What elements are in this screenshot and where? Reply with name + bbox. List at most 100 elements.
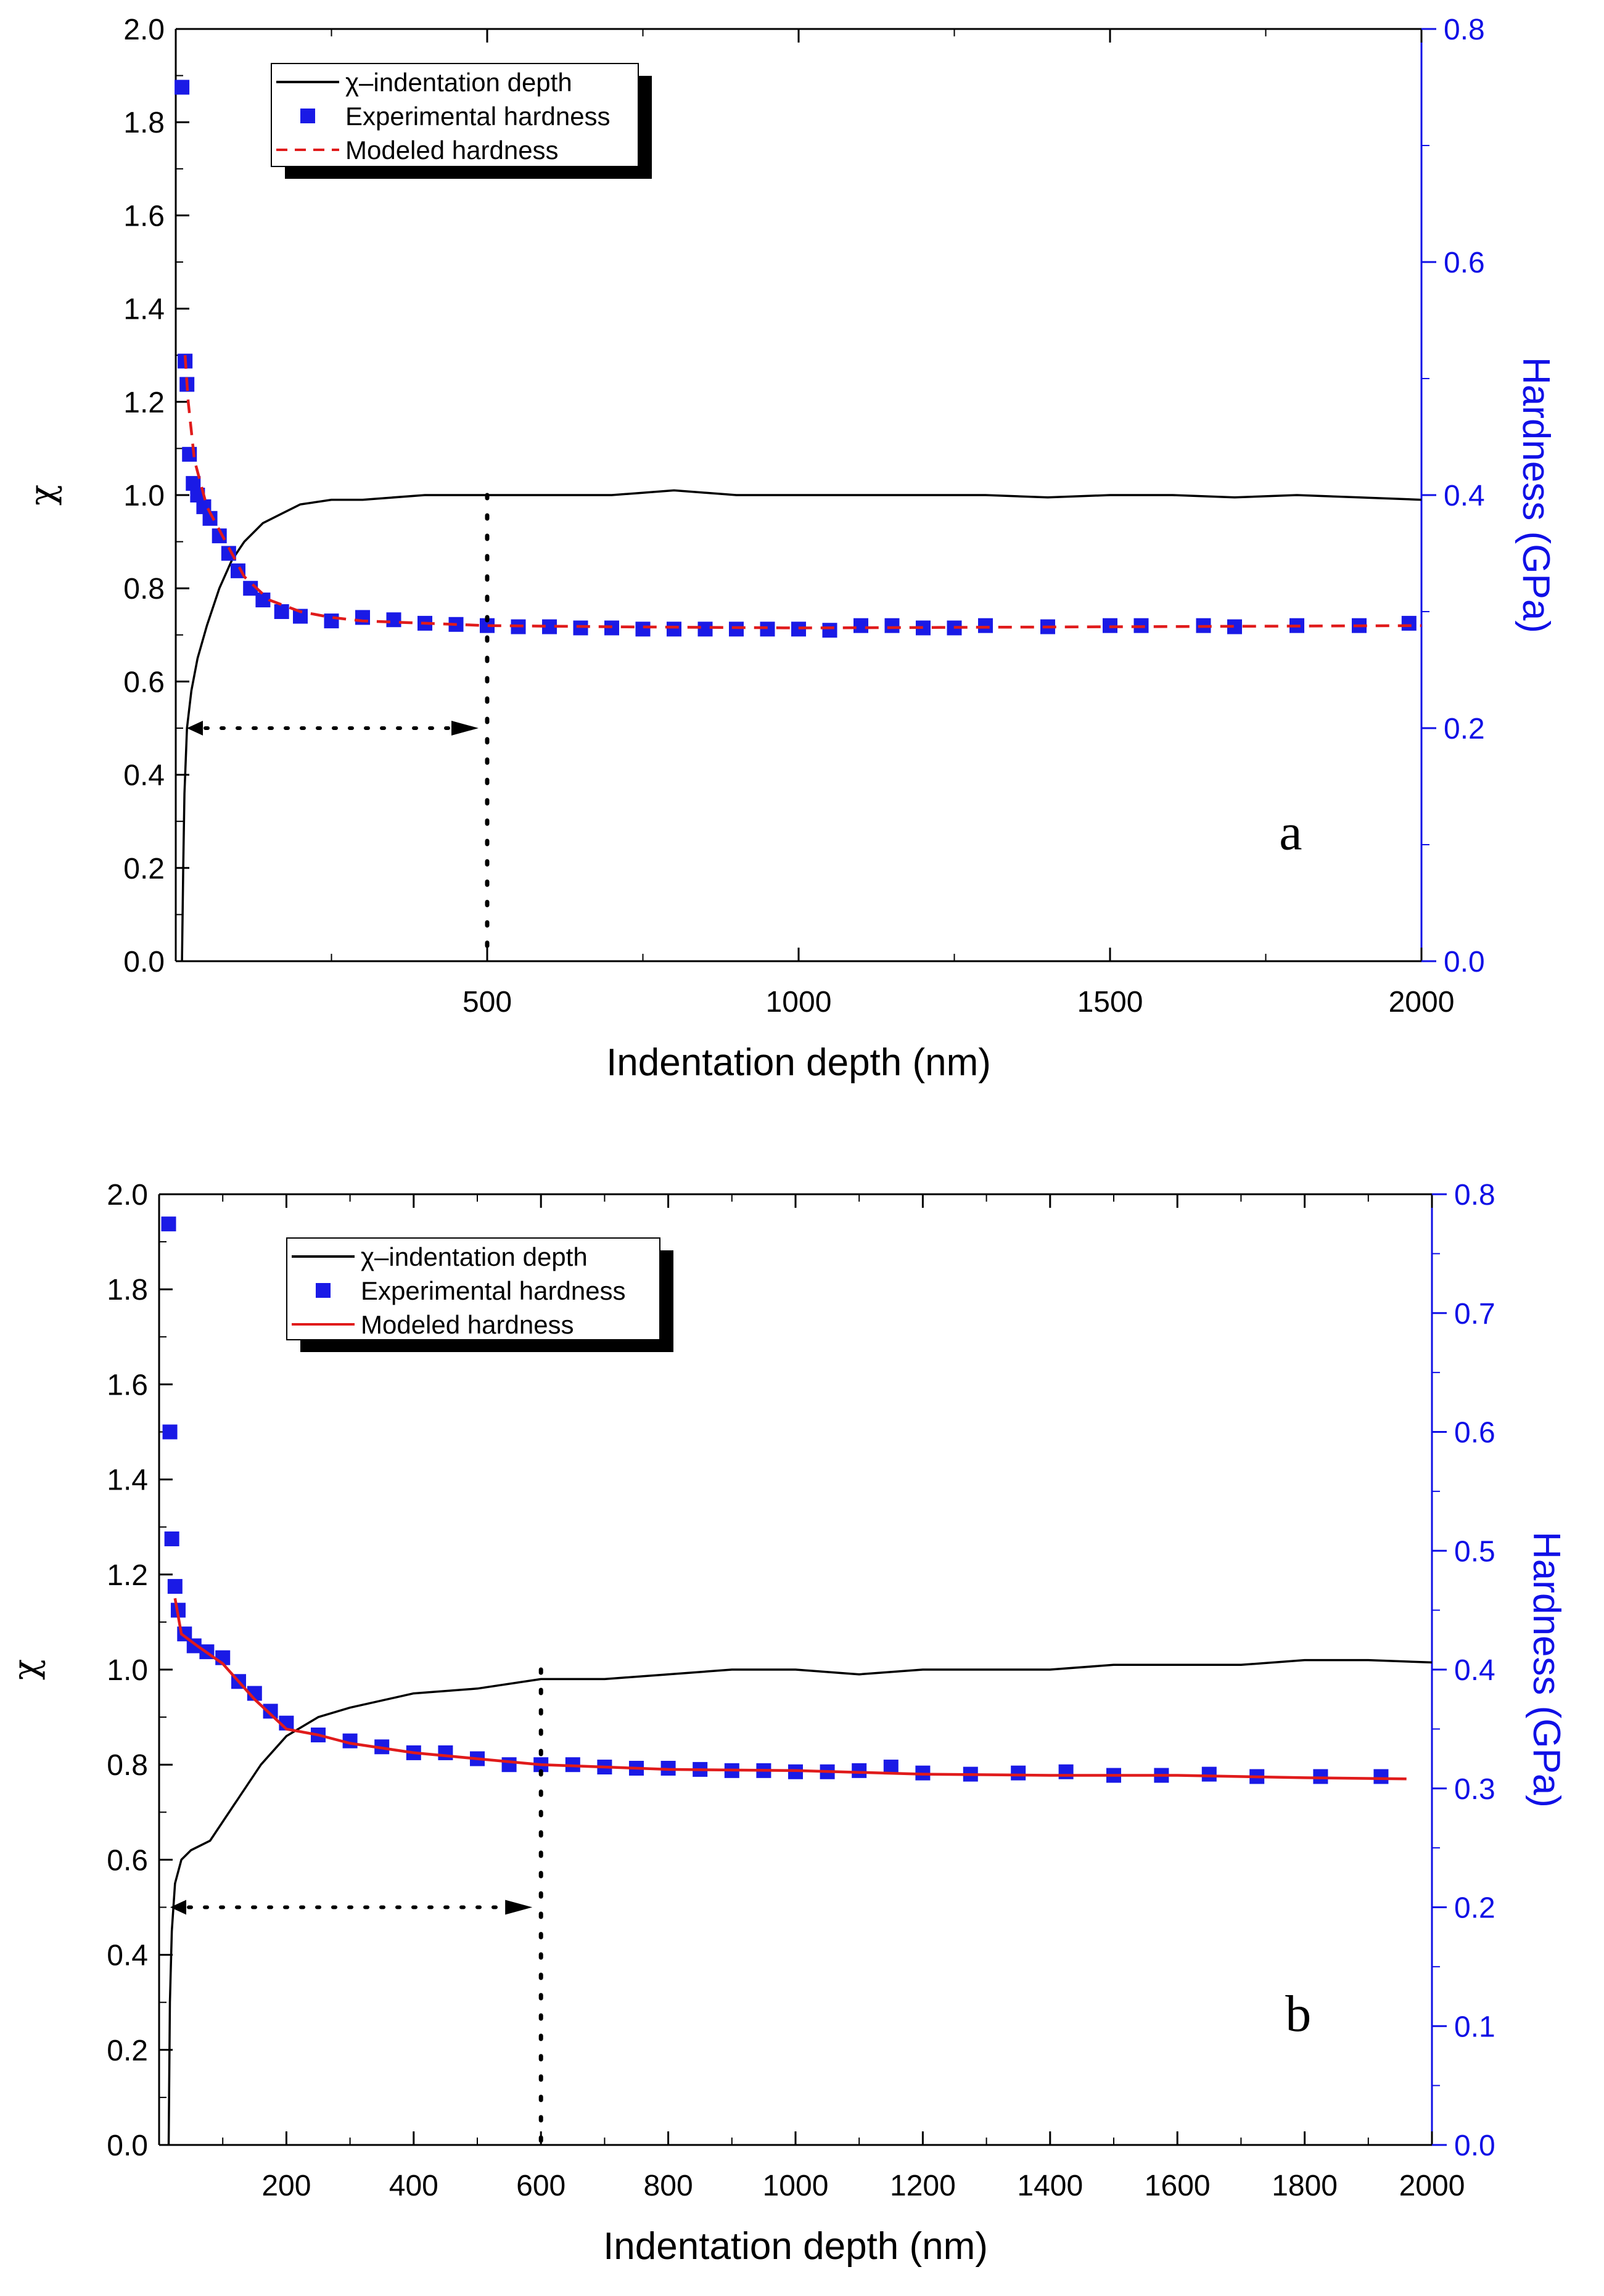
experimental-hardness-point <box>916 620 931 636</box>
x-tick-label: 600 <box>516 2170 566 2202</box>
y-right-tick-label: 0.4 <box>1454 1654 1495 1687</box>
y-left-tick-label: 1.4 <box>107 1464 148 1497</box>
experimental-hardness-point <box>852 1763 867 1778</box>
x-tick-label: 500 <box>463 986 512 1019</box>
y-left-tick-label: 0.6 <box>123 666 165 699</box>
panel-letter: b <box>1285 1985 1311 2043</box>
x-tick-label: 2000 <box>1399 2170 1465 2202</box>
chi-depth-line <box>167 1658 1433 2146</box>
legend-box <box>286 1237 660 1340</box>
experimental-hardness-point <box>164 1531 179 1546</box>
y-left-tick-label: 0.8 <box>107 1749 148 1782</box>
y-right-tick-label: 0.8 <box>1444 14 1485 46</box>
y-left-tick-label: 1.2 <box>123 387 165 419</box>
x-tick-label: 1000 <box>766 986 832 1019</box>
experimental-hardness-point <box>729 621 744 637</box>
modeled-hardness-line <box>173 1597 1407 1781</box>
y-right-tick-label: 0.2 <box>1444 713 1485 745</box>
y-left-tick-label: 1.0 <box>107 1654 148 1687</box>
experimental-hardness-point <box>1201 1766 1217 1782</box>
experimental-hardness-point <box>162 1424 178 1440</box>
y-right-tick-label: 0.3 <box>1454 1773 1495 1806</box>
x-tick-label: 2000 <box>1389 986 1455 1019</box>
experimental-hardness-point <box>386 612 401 628</box>
experimental-hardness-point <box>274 604 289 619</box>
x-tick-label: 200 <box>261 2170 311 2202</box>
experimental-hardness-point <box>573 620 588 636</box>
arrow-head-left <box>170 1900 186 1915</box>
panel-letter: a <box>1279 804 1302 861</box>
x-tick-label: 1400 <box>1017 2170 1083 2202</box>
experimental-hardness-point <box>822 623 837 638</box>
x-axis-title: Indentation depth (nm) <box>603 2225 988 2268</box>
legend-marker-icon <box>300 109 315 123</box>
y-left-tick-label: 1.8 <box>107 1274 148 1306</box>
experimental-hardness-point <box>635 621 651 637</box>
y-right-tick-label: 0.0 <box>1444 946 1485 978</box>
y-left-tick-label: 1.4 <box>123 293 165 326</box>
y-left-tick-label: 0.8 <box>123 573 165 605</box>
y-right-tick-label: 0.7 <box>1454 1298 1495 1330</box>
y-left-tick-label: 1.0 <box>123 480 165 512</box>
experimental-hardness-point <box>1058 1764 1074 1779</box>
legend-label: χ–indentation depth <box>361 1242 588 1271</box>
experimental-hardness-point <box>324 613 339 629</box>
y-right-tick-label: 0.6 <box>1444 247 1485 279</box>
legend-label: Experimental hardness <box>361 1276 626 1305</box>
legend-label: Experimental hardness <box>345 102 611 131</box>
x-tick-label: 1600 <box>1145 2170 1211 2202</box>
y-right-axis-title: Hardness (GPa) <box>1525 1531 1568 1808</box>
y-right-tick-label: 0.1 <box>1454 2011 1495 2043</box>
x-tick-label: 400 <box>389 2170 438 2202</box>
y-left-tick-label: 0.0 <box>107 2130 148 2162</box>
experimental-hardness-point <box>438 1745 453 1760</box>
y-left-tick-label: 1.6 <box>107 1369 148 1401</box>
y-right-tick-label: 0.2 <box>1454 1892 1495 1925</box>
x-tick-label: 1800 <box>1272 2170 1338 2202</box>
experimental-hardness-point <box>161 1216 176 1232</box>
y-left-tick-label: 2.0 <box>123 14 165 46</box>
experimental-hardness-point <box>697 621 713 637</box>
chart-panel-a: 500 1000 1500 2000 Indentation depth (nm) 0.0… <box>23 14 1557 1084</box>
experimental-hardness-point <box>255 592 271 608</box>
experimental-hardness-point <box>501 1757 517 1773</box>
y-right-tick-label: 0.8 <box>1454 1179 1495 1212</box>
y-left-tick-label: 2.0 <box>107 1179 148 1212</box>
chi-depth-line <box>181 489 1422 962</box>
experimental-hardness-point <box>1373 1769 1389 1784</box>
y-left-tick-label: 0.6 <box>107 1844 148 1877</box>
legend-label: Modeled hardness <box>361 1310 574 1339</box>
y-left-tick-label: 0.0 <box>123 946 165 978</box>
x-tick-label: 1200 <box>890 2170 956 2202</box>
legend-label: χ–indentation depth <box>345 68 572 97</box>
experimental-hardness-point <box>167 1579 183 1594</box>
experimental-hardness-point <box>480 618 495 633</box>
y-left-tick-label: 1.8 <box>123 107 165 139</box>
y-left-tick-label: 0.2 <box>123 853 165 885</box>
modeled-hardness-line <box>183 355 1422 629</box>
y-right-tick-label: 0.4 <box>1444 480 1485 512</box>
experimental-hardness-point <box>175 80 190 95</box>
experimental-hardness-point <box>1011 1765 1026 1781</box>
experimental-hardness-point <box>1401 615 1417 631</box>
experimental-hardness-point <box>978 618 993 633</box>
arrow-head-right <box>451 721 479 736</box>
arrow-head-right <box>505 1900 533 1915</box>
y-right-tick-label: 0.0 <box>1454 2130 1495 2162</box>
arrow-head-left <box>187 721 203 736</box>
x-tick-label: 800 <box>644 2170 693 2202</box>
experimental-hardness-point <box>884 618 900 633</box>
y-left-axis-title: χ <box>6 1659 46 1680</box>
y-right-axis-title: Hardness (GPa) <box>1515 357 1557 633</box>
chart-panel-b: 200 400 600 800 1000 1200 1400 1600 1800 2000 Inde… <box>6 1179 1568 2268</box>
y-right-tick-label: 0.5 <box>1454 1535 1495 1568</box>
experimental-hardness-point <box>853 618 868 633</box>
y-left-tick-label: 0.4 <box>107 1940 148 1972</box>
legend-label: Modeled hardness <box>345 136 559 165</box>
y-left-tick-label: 0.2 <box>107 2035 148 2067</box>
x-tick-label: 1000 <box>763 2170 829 2202</box>
y-left-axis-title: χ <box>23 485 63 506</box>
x-axis-title: Indentation depth (nm) <box>606 1041 991 1084</box>
y-right-tick-label: 0.6 <box>1454 1417 1495 1449</box>
